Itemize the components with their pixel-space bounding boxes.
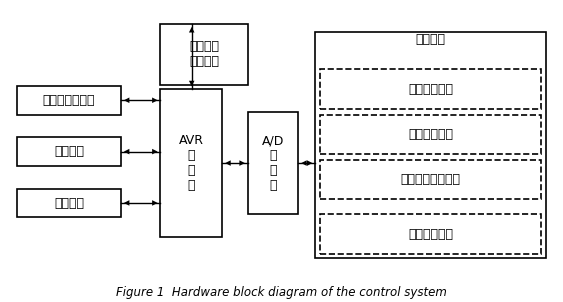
Bar	[320, 69, 541, 109]
Bar	[320, 214, 541, 254]
Bar	[17, 137, 121, 166]
Text: 控制电路: 控制电路	[54, 197, 84, 210]
Text: 霜厚检测电路: 霜厚检测电路	[408, 128, 453, 141]
Bar	[315, 32, 546, 258]
Bar	[320, 115, 541, 154]
Text: 检测电路: 检测电路	[415, 33, 446, 46]
Bar	[160, 89, 222, 237]
Text: 温度检测电路: 温度检测电路	[408, 82, 453, 96]
Text: Figure 1  Hardware block diagram of the control system: Figure 1 Hardware block diagram of the c…	[116, 286, 447, 299]
Bar	[248, 112, 298, 214]
Text: A/D
转
换
器: A/D 转 换 器	[262, 134, 284, 192]
Text: AVR
单
片
机: AVR 单 片 机	[179, 134, 204, 192]
Bar	[160, 24, 248, 85]
Text: 功能键及
显示电路: 功能键及 显示电路	[189, 40, 219, 68]
Bar	[320, 160, 541, 199]
Bar	[17, 189, 121, 217]
Text: 电源电压检测电路: 电源电压检测电路	[400, 173, 461, 186]
Text: 报警电路: 报警电路	[54, 145, 84, 158]
Text: 开门状态检测: 开门状态检测	[408, 227, 453, 241]
Text: 时钟及复位电路: 时钟及复位电路	[43, 94, 95, 107]
Bar	[17, 86, 121, 115]
